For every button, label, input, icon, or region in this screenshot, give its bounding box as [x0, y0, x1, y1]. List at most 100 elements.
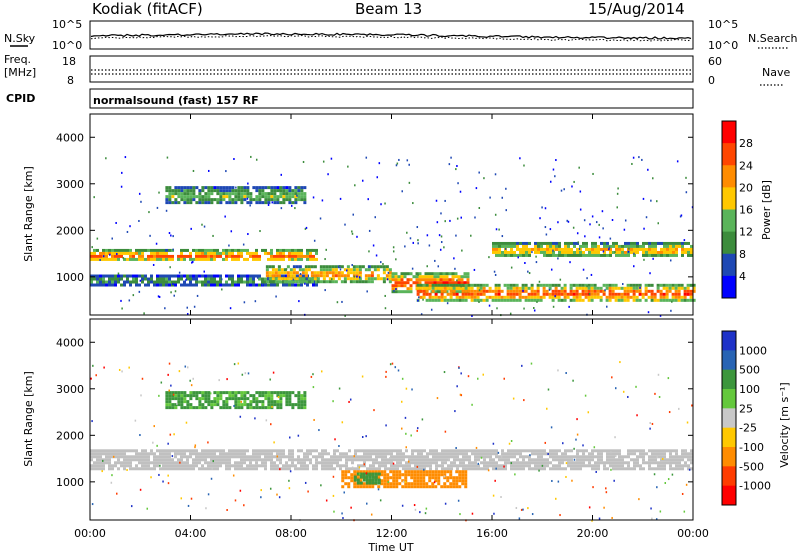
velocity-cell: [303, 403, 307, 407]
power-cell: [427, 284, 431, 288]
power-cell: [292, 268, 296, 272]
velocity-cell: [678, 461, 681, 465]
velocity-cell: [516, 464, 519, 468]
power-speckle: [460, 216, 462, 219]
power-cell: [445, 278, 449, 282]
velocity-cell: [198, 455, 201, 459]
velocity-cell: [371, 485, 375, 489]
velocity-cell: [510, 452, 513, 456]
power-speckle: [595, 221, 598, 224]
power-cell: [579, 244, 582, 248]
power-cell: [283, 277, 287, 281]
velocity-cell: [339, 467, 342, 471]
velocity-cell: [177, 458, 180, 462]
power-cell: [189, 280, 192, 284]
velocity-cell: [450, 461, 453, 465]
power-cell: [575, 289, 579, 293]
power-cell: [683, 292, 687, 296]
velocity-speckle: [358, 473, 361, 476]
velocity-cell: [351, 461, 354, 465]
power-cell: [633, 244, 636, 248]
velocity-cell: [395, 479, 399, 483]
power-speckle: [533, 309, 536, 312]
velocity-cell: [252, 455, 255, 459]
power-speckle: [378, 162, 381, 165]
power-cell: [385, 265, 389, 269]
velocity-cell: [273, 461, 276, 465]
power-cell: [512, 292, 516, 296]
power-cell: [246, 274, 249, 278]
power-cell: [123, 280, 126, 284]
velocity-speckle: [153, 425, 155, 428]
velocity-cell: [96, 452, 99, 456]
power-cell: [90, 274, 93, 278]
velocity-cell: [420, 449, 423, 453]
velocity-cell: [452, 482, 456, 486]
power-cell: [159, 254, 162, 258]
velocity-cell: [288, 449, 291, 453]
velocity-cell: [428, 473, 432, 477]
power-cell: [600, 241, 603, 245]
power-cell: [635, 298, 639, 302]
power-cell: [192, 248, 195, 252]
power-cell: [687, 241, 690, 245]
cpid-label: CPID: [6, 92, 35, 105]
power-cell: [588, 247, 591, 251]
velocity-cell: [618, 467, 621, 471]
velocity-cell: [341, 479, 345, 483]
velocity-cell: [452, 479, 456, 483]
power-cell: [114, 257, 117, 261]
velocity-cell: [690, 449, 693, 453]
power-cell: [231, 280, 234, 284]
power-cell: [180, 254, 183, 258]
velocity-cell: [347, 470, 351, 474]
velocity-cell: [570, 455, 573, 459]
velocity-speckle: [416, 429, 418, 432]
velocity-cell: [336, 449, 339, 453]
velocity-speckle: [684, 450, 687, 453]
power-cell: [558, 253, 561, 257]
velocity-cell: [288, 467, 291, 471]
power-cell: [258, 186, 262, 190]
power-cell: [446, 298, 450, 302]
power-cell: [282, 257, 285, 261]
velocity-cell: [549, 467, 552, 471]
power-cell: [231, 192, 235, 196]
power-cell: [686, 298, 690, 302]
power-cell: [497, 283, 501, 287]
power-cell: [102, 257, 105, 261]
velocity-cell: [558, 455, 561, 459]
velocity-cell: [390, 452, 393, 456]
velocity-cell: [90, 455, 93, 459]
velocity-cell: [321, 458, 324, 462]
power-cell: [240, 198, 244, 202]
velocity-cell: [354, 452, 357, 456]
power-cell: [279, 201, 283, 205]
velocity-cell: [411, 461, 414, 465]
velocity-cell: [303, 458, 306, 462]
velocity-cell: [210, 403, 214, 407]
power-cell: [180, 192, 184, 196]
power-cell: [542, 286, 546, 290]
velocity-cell: [489, 455, 492, 459]
power-cell: [312, 254, 315, 258]
power-cell: [644, 286, 648, 290]
power-cell: [543, 253, 546, 257]
velocity-cell: [183, 452, 186, 456]
power-cell: [114, 274, 117, 278]
velocity-cell: [189, 449, 192, 453]
velocity-cell: [630, 449, 633, 453]
velocity-cell: [165, 449, 168, 453]
power-cell: [573, 253, 576, 257]
velocity-speckle: [260, 489, 262, 492]
power-cell: [105, 254, 108, 258]
velocity-cell: [600, 455, 603, 459]
velocity-cell: [240, 406, 244, 410]
velocity-cell: [309, 461, 312, 465]
velocity-speckle: [681, 492, 684, 495]
power-speckle: [339, 268, 342, 271]
power-cell: [252, 274, 255, 278]
velocity-cell: [651, 458, 654, 462]
velocity-cell: [669, 461, 672, 465]
velocity-cell: [434, 476, 438, 480]
